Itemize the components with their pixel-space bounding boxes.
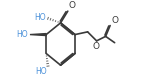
Polygon shape bbox=[30, 34, 46, 36]
Text: O: O bbox=[68, 1, 75, 10]
Text: HO: HO bbox=[16, 30, 28, 39]
Text: HO: HO bbox=[35, 13, 46, 22]
Text: O: O bbox=[111, 16, 118, 25]
Text: HO: HO bbox=[35, 67, 47, 76]
Text: O: O bbox=[93, 42, 100, 51]
